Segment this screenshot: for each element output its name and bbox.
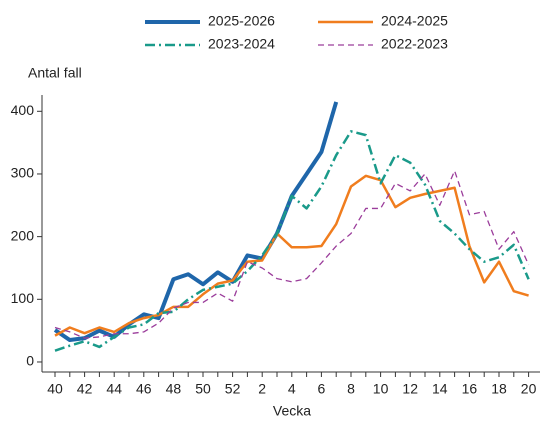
x-tick-label: 4 — [288, 381, 296, 397]
x-tick-label: 42 — [77, 381, 93, 397]
series-line — [53, 101, 339, 343]
x-tick-label: 16 — [462, 381, 478, 397]
x-tick-label: 2 — [258, 381, 266, 397]
legend-label: 2024-2025 — [381, 13, 448, 29]
legend-label: 2025-2026 — [208, 13, 275, 29]
x-tick-label: 52 — [225, 381, 241, 397]
series-line — [54, 130, 530, 352]
x-tick-label: 48 — [166, 381, 182, 397]
x-tick-label: 46 — [136, 381, 152, 397]
x-tick-label: 18 — [491, 381, 507, 397]
y-tick-label: 300 — [11, 165, 35, 181]
x-tick-label: 10 — [373, 381, 389, 397]
x-tick-label: 14 — [432, 381, 448, 397]
x-tick-label: 8 — [347, 381, 355, 397]
x-tick-label: 50 — [195, 381, 211, 397]
x-tick-label: 44 — [106, 381, 122, 397]
x-tick-label: 6 — [318, 381, 326, 397]
legend-label: 2023-2024 — [208, 36, 275, 52]
series-line — [54, 174, 529, 337]
x-tick-label: 40 — [47, 381, 63, 397]
y-axis-label: Antal fall — [28, 65, 82, 81]
x-tick-label: 12 — [402, 381, 418, 397]
x-axis-label: Vecka — [273, 403, 311, 419]
y-tick-label: 200 — [11, 227, 35, 243]
y-tick-label: 400 — [11, 102, 35, 118]
legend-label: 2022-2023 — [381, 36, 448, 52]
y-tick-label: 0 — [26, 353, 34, 369]
series-line — [54, 170, 530, 339]
y-tick-label: 100 — [11, 290, 35, 306]
x-tick-label: 20 — [521, 381, 537, 397]
